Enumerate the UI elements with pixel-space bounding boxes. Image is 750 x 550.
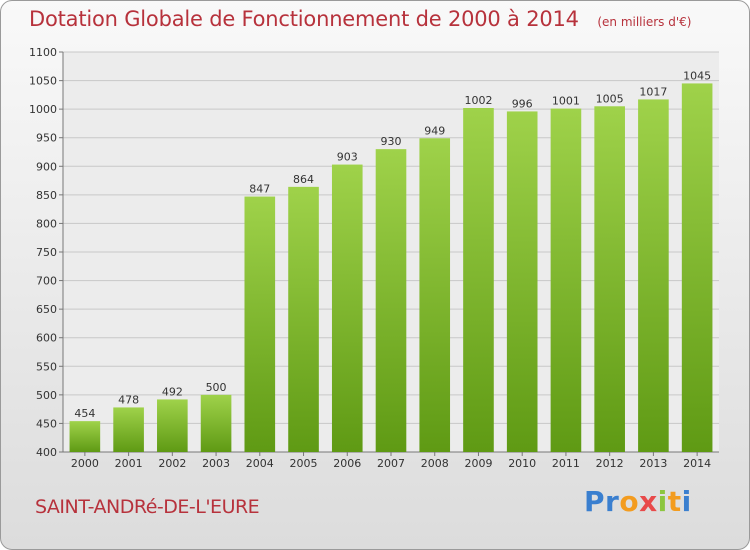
bar [244,196,276,452]
logo-letter: i [657,485,668,518]
x-tick-label: 2007 [377,457,405,470]
x-tick-label: 2012 [596,457,624,470]
logo-letter: r [605,485,620,518]
data-label: 903 [337,151,358,164]
data-label: 1005 [596,92,624,105]
y-tick-label: 800 [36,217,57,230]
data-label: 1045 [683,69,711,82]
x-tick-label: 2013 [639,457,667,470]
logo-letter: t [667,485,682,518]
bar [638,99,669,452]
bar [681,83,713,452]
bar [594,106,625,453]
logo-letter: i [681,485,692,518]
x-tick-label: 2000 [71,457,99,470]
commune-name: SAINT-ANDRé-DE-L'EURE [35,496,260,518]
data-label: 1002 [464,94,492,107]
x-tick-label: 2001 [115,457,143,470]
x-tick-label: 2009 [464,457,492,470]
bar [69,421,101,452]
logo-letter: P [584,485,606,518]
chart-subtitle: (en milliers d'€) [597,15,692,29]
bar [419,138,451,453]
bar [288,186,319,452]
bar [375,149,407,452]
data-label: 1017 [639,85,667,98]
y-tick-label: 500 [36,389,57,402]
data-label: 1001 [552,95,580,108]
y-tick-label: 750 [36,246,57,259]
y-tick-label: 600 [36,332,57,345]
y-tick-label: 1050 [29,75,57,88]
x-tick-label: 2005 [290,457,318,470]
x-tick-label: 2008 [421,457,449,470]
y-tick-label: 850 [36,189,57,202]
data-label: 930 [381,135,402,148]
data-label: 847 [249,183,270,196]
x-tick-label: 2011 [552,457,580,470]
data-label: 478 [118,393,139,406]
y-tick-label: 1100 [29,46,57,59]
data-label: 500 [206,381,227,394]
bar [113,407,144,452]
bar [506,111,538,452]
x-tick-label: 2006 [333,457,361,470]
x-tick-label: 2002 [158,457,186,470]
x-tick-label: 2010 [508,457,536,470]
bar [550,108,582,453]
x-tick-label: 2014 [683,457,711,470]
y-tick-label: 550 [36,360,57,373]
y-tick-label: 650 [36,303,57,316]
data-label: 454 [74,407,95,420]
y-tick-label: 950 [36,132,57,145]
bar [157,399,188,452]
chart-title: Dotation Globale de Fonctionnement de 20… [29,7,691,31]
y-tick-label: 900 [36,160,57,173]
y-tick-label: 1000 [29,103,57,116]
data-label: 996 [512,97,533,110]
x-tick-label: 2004 [246,457,274,470]
proxiti-logo: Proxiti [584,485,692,518]
data-label: 492 [162,385,183,398]
y-tick-label: 400 [36,446,57,459]
bar [200,394,232,452]
bar [331,164,363,453]
logo-letter: o [619,485,640,518]
y-tick-label: 450 [36,417,57,430]
logo-letter: x [639,485,658,518]
bar [463,108,494,452]
chart-title-text: Dotation Globale de Fonctionnement de 20… [29,7,579,31]
data-label: 949 [424,124,445,137]
x-tick-label: 2003 [202,457,230,470]
data-label: 864 [293,173,314,186]
y-tick-label: 700 [36,275,57,288]
